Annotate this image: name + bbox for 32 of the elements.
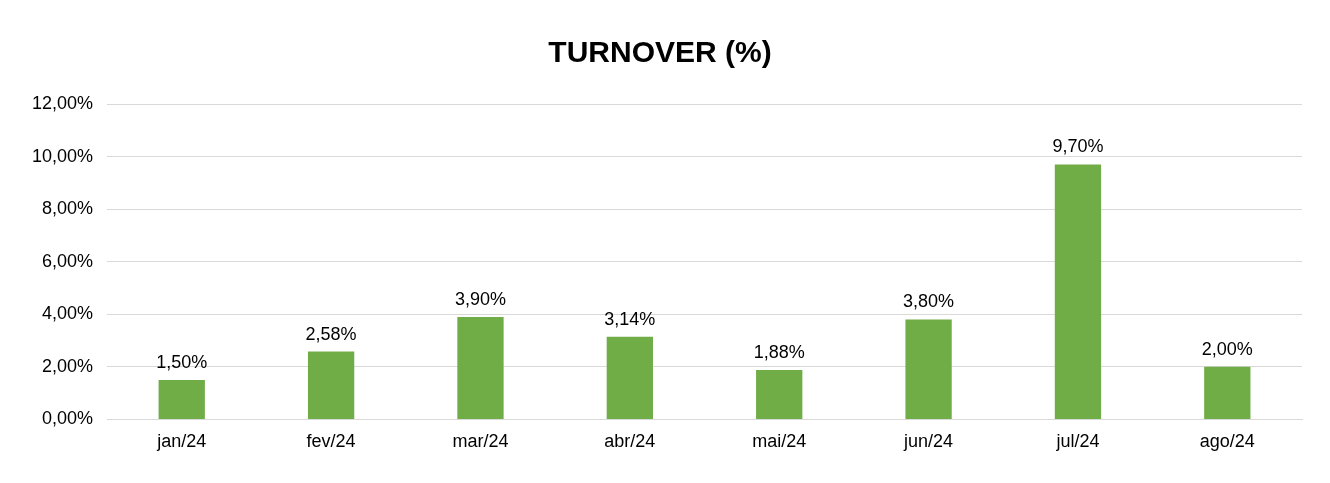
x-tick-label: jan/24 — [156, 431, 207, 452]
y-tick-label: 4,00% — [42, 303, 94, 324]
bar — [1054, 164, 1102, 419]
y-tick-label: 8,00% — [42, 198, 94, 219]
bar — [307, 351, 355, 419]
x-tick-label: mai/24 — [752, 431, 807, 452]
x-tick-label: jul/24 — [1055, 431, 1100, 452]
x-tick-label: jun/24 — [903, 431, 954, 452]
data-label: 1,50% — [156, 351, 208, 372]
chart-title: TURNOVER (%) — [548, 35, 772, 69]
y-tick-label: 12,00% — [31, 92, 94, 113]
y-tick-label: 6,00% — [42, 250, 94, 271]
bar — [756, 369, 803, 419]
data-label: 3,80% — [903, 291, 955, 312]
data-label: 3,90% — [454, 288, 506, 309]
bar — [606, 336, 653, 419]
y-tick-label: 10,00% — [31, 145, 94, 166]
x-tick-label: fev/24 — [306, 431, 356, 452]
bar — [905, 319, 952, 419]
bar — [158, 379, 205, 419]
y-tick-label: 0,00% — [42, 408, 94, 429]
bar — [1204, 366, 1251, 419]
bar — [457, 316, 504, 419]
data-label: 1,88% — [753, 341, 805, 362]
x-tick-label: abr/24 — [604, 431, 656, 452]
data-label: 9,70% — [1052, 136, 1104, 157]
data-label: 2,58% — [305, 323, 357, 344]
y-tick-label: 2,00% — [42, 355, 94, 376]
data-label: 3,14% — [604, 308, 656, 329]
x-tick-label: ago/24 — [1199, 431, 1255, 452]
x-tick-label: mar/24 — [452, 431, 509, 452]
data-label: 2,00% — [1201, 338, 1253, 359]
